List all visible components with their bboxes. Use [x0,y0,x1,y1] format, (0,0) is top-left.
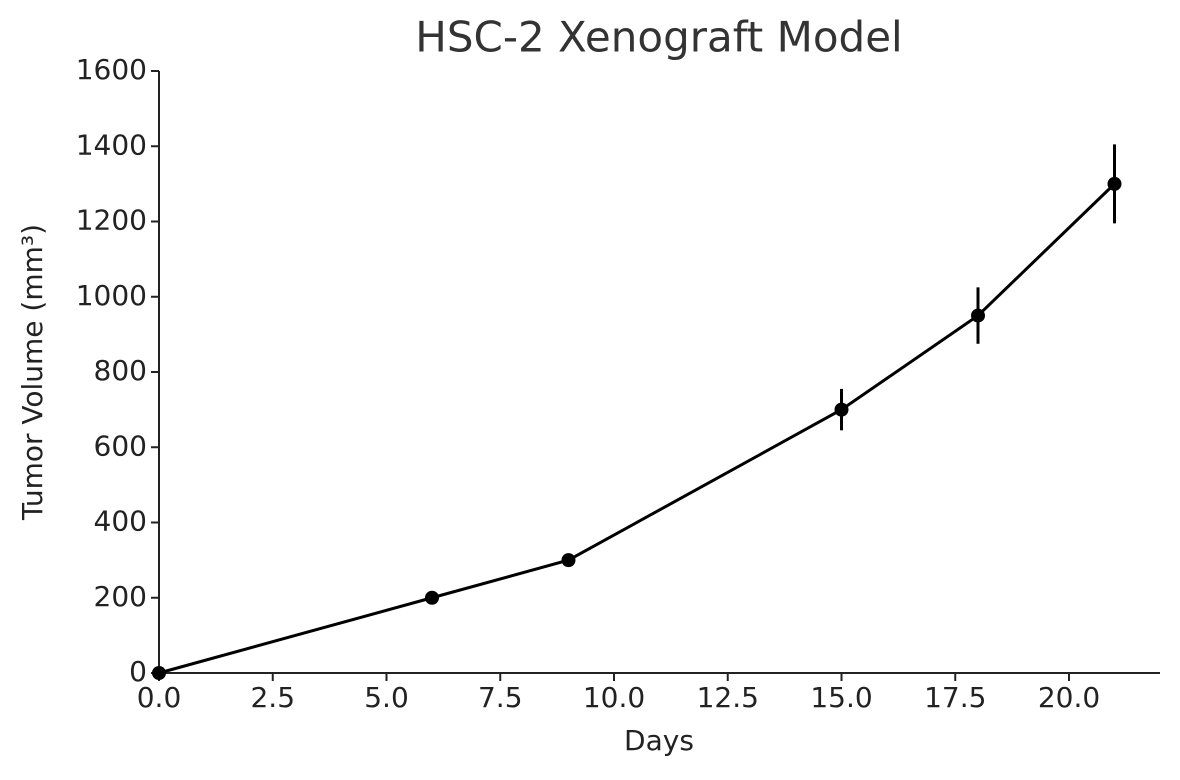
point [425,590,439,605]
y-tick-label: 1000 [76,279,147,312]
x-tick-label: 10.0 [583,681,645,714]
y-tick-label: 600 [94,429,147,462]
point [152,666,166,680]
y-tick-label: 1400 [76,128,147,161]
line [158,182,1116,675]
x-tick-label: 15.0 [810,681,872,714]
x-tick-label: 7.5 [478,681,523,714]
x-axis-label: Days [624,724,694,757]
y-tick-label: 800 [94,354,147,387]
point [561,553,576,568]
x-tick-label: 2.5 [250,681,295,714]
y-tick-label: 0 [129,655,147,688]
x-tick-label: 5.0 [364,681,409,714]
y-tick-label: 1200 [76,204,147,237]
chart-title: HSC-2 Xenograft Model [415,13,902,62]
point [834,402,849,417]
point [1107,176,1122,191]
x-tick-label: 0.0 [137,681,182,714]
y-tick-label: 400 [94,505,147,538]
y-axis-label: Tumor Volume (mm³) [16,224,49,521]
x-tick-label: 17.5 [924,681,986,714]
y-tick-label: 1600 [76,53,147,86]
y-tick-label: 200 [94,580,147,613]
x-tick-label: 12.5 [697,681,759,714]
x-tick-label: 20.0 [1038,681,1100,714]
point [971,308,985,323]
